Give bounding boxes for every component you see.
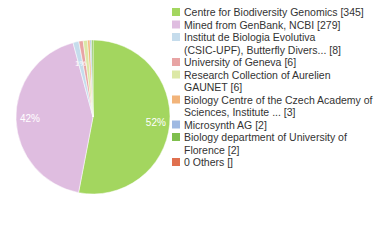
legend-label: Research Collection of AurelienGAUNET [6… — [184, 69, 331, 94]
chart: 52% 42% 1% Centre for Biodiversity Genomics… — [0, 0, 380, 240]
legend-swatch — [172, 158, 180, 166]
legend-label: University of Geneva [6] — [184, 56, 296, 68]
legend-label: 0 Others [] — [184, 156, 233, 168]
legend-swatch — [172, 96, 180, 104]
legend-label: Biology Centre of the Czech Academy ofSc… — [184, 94, 373, 119]
pie-slice — [90, 40, 93, 117]
slice-labels: 52% 42% 1% — [20, 59, 166, 128]
legend-label: Centre for Biodiversity Genomics [345] — [184, 6, 364, 18]
legend-label: Institut de Biologia Evolutiva(CSIC-UPF)… — [184, 31, 341, 56]
pie — [16, 40, 170, 194]
legend-swatch — [172, 33, 180, 41]
pie-slice — [83, 40, 93, 117]
legend-label: Biology department of University ofFlore… — [184, 131, 347, 156]
pie-slice — [16, 43, 93, 193]
legend-swatch — [172, 21, 180, 29]
legend-swatch — [172, 133, 180, 141]
slice-label: 42% — [20, 113, 40, 124]
pie-slice — [88, 40, 93, 117]
legend-label: Microsynth AG [2] — [184, 119, 267, 131]
pie-slice — [79, 41, 93, 117]
legend-swatch — [172, 8, 180, 16]
legend-swatch — [172, 71, 180, 79]
pie-slice — [92, 40, 93, 117]
legend: Centre for Biodiversity Genomics [345]Mi… — [172, 6, 373, 168]
legend-swatch — [172, 58, 180, 66]
legend-swatch — [172, 121, 180, 129]
slice-label: 1% — [75, 59, 87, 68]
slice-label: 52% — [146, 117, 166, 128]
legend-label: Mined from GenBank, NCBI [279] — [184, 19, 340, 31]
